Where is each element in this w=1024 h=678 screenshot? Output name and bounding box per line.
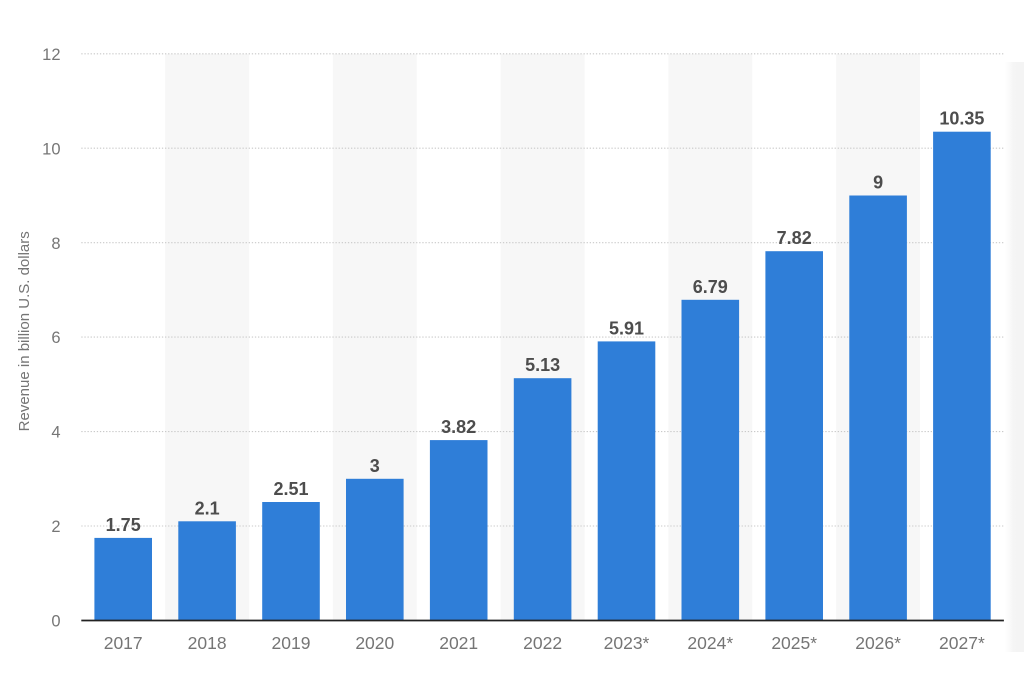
svg-text:3: 3 [370,456,380,476]
svg-text:2025*: 2025* [771,633,817,653]
svg-text:2020: 2020 [355,633,394,653]
svg-text:2021: 2021 [439,633,478,653]
svg-text:2026*: 2026* [855,633,901,653]
svg-text:1.75: 1.75 [106,515,141,535]
svg-text:3.82: 3.82 [441,417,476,437]
svg-text:4: 4 [51,424,60,442]
svg-text:5.91: 5.91 [609,318,644,338]
svg-text:7.82: 7.82 [777,228,812,248]
svg-text:2024*: 2024* [687,633,733,653]
svg-text:6.79: 6.79 [693,277,728,297]
svg-text:5.13: 5.13 [525,355,560,375]
svg-text:2017: 2017 [104,633,143,653]
svg-text:0: 0 [51,613,60,631]
svg-text:10.35: 10.35 [939,109,984,129]
svg-text:2018: 2018 [188,633,227,653]
svg-text:2019: 2019 [272,633,311,653]
svg-text:9: 9 [873,173,883,193]
svg-text:Revenue in billion U.S. dollar: Revenue in billion U.S. dollars [16,231,33,431]
svg-text:2022: 2022 [523,633,562,653]
svg-text:6: 6 [51,329,60,347]
svg-text:2027*: 2027* [939,633,985,653]
svg-text:8: 8 [51,235,60,253]
svg-text:2.51: 2.51 [273,479,308,499]
svg-text:2.1: 2.1 [195,498,220,518]
svg-text:10: 10 [42,140,60,158]
svg-text:12: 12 [42,46,60,64]
svg-text:2023*: 2023* [604,633,650,653]
svg-text:2: 2 [51,518,60,536]
